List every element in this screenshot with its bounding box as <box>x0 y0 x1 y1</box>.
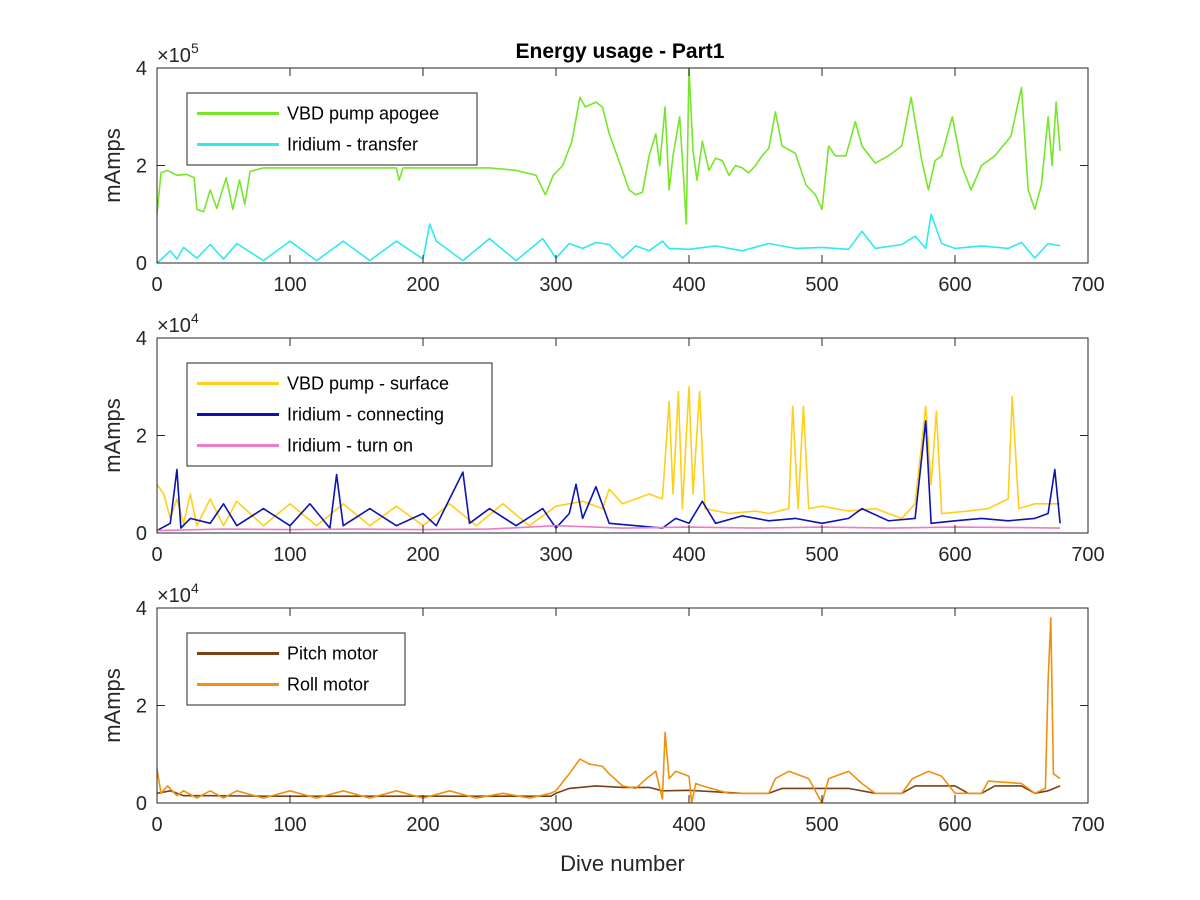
x-tick-label: 300 <box>539 274 572 296</box>
legend-entry: VBD pump - surface <box>287 374 449 394</box>
y-axis-label: mAmps <box>100 398 125 473</box>
x-tick-label: 500 <box>805 814 838 836</box>
y-tick-label: 4 <box>136 598 147 620</box>
x-tick-label: 400 <box>672 274 705 296</box>
x-tick-label: 500 <box>805 544 838 566</box>
x-tick-label: 100 <box>273 544 306 566</box>
x-tick-label: 200 <box>406 274 439 296</box>
x-tick-label: 200 <box>406 814 439 836</box>
y-tick-label: 2 <box>136 696 147 718</box>
x-tick-label: 300 <box>539 814 572 836</box>
y-exponent-power: 5 <box>191 40 199 56</box>
x-tick-label: 0 <box>151 814 162 836</box>
legend: VBD pump apogee Iridium - transfer <box>186 92 478 166</box>
x-axis-label: Dive number <box>560 851 685 876</box>
y-exponent-power: 4 <box>191 580 199 596</box>
series-line-3 <box>157 524 1061 532</box>
y-tick-label: 0 <box>136 523 147 545</box>
series-line-2 <box>157 617 1061 803</box>
y-exponent-power: 4 <box>191 310 199 326</box>
x-tick-label: 0 <box>151 544 162 566</box>
y-tick-label: 4 <box>136 328 147 350</box>
y-tick-label: 4 <box>136 58 147 80</box>
x-tick-label: 700 <box>1071 814 1104 836</box>
legend-entry: VBD pump apogee <box>287 104 439 124</box>
legend-entry: Pitch motor <box>287 644 378 664</box>
x-tick-label: 700 <box>1071 544 1104 566</box>
y-tick-label: 0 <box>136 253 147 275</box>
legend-entry: Roll motor <box>287 675 369 695</box>
y-axis-label: mAmps <box>100 668 125 743</box>
y-axis-label: mAmps <box>100 128 125 203</box>
series-line-2 <box>157 213 1061 263</box>
x-tick-label: 600 <box>938 544 971 566</box>
x-tick-label: 300 <box>539 544 572 566</box>
x-tick-label: 100 <box>273 274 306 296</box>
x-tick-label: 200 <box>406 544 439 566</box>
legend: Pitch motor Roll motor <box>186 632 406 706</box>
legend-entry: Iridium - turn on <box>287 436 413 456</box>
x-tick-label: 0 <box>151 274 162 296</box>
x-tick-label: 500 <box>805 274 838 296</box>
x-tick-label: 600 <box>938 274 971 296</box>
legend: VBD pump - surface Iridium - connecting Ir… <box>186 362 493 467</box>
y-tick-label: 0 <box>136 793 147 815</box>
y-tick-label: 2 <box>136 156 147 178</box>
legend-box <box>186 632 406 706</box>
x-tick-label: 100 <box>273 814 306 836</box>
x-tick-label: 400 <box>672 544 705 566</box>
series-line-1 <box>157 68 1061 225</box>
x-tick-label: 400 <box>672 814 705 836</box>
legend-box <box>186 92 478 166</box>
series-line-2 <box>157 420 1061 532</box>
chart-title: Energy usage - Part1 <box>516 40 725 63</box>
legend-entry: Iridium - connecting <box>287 405 444 425</box>
x-tick-label: 600 <box>938 814 971 836</box>
x-tick-label: 700 <box>1071 274 1104 296</box>
legend-entry: Iridium - transfer <box>287 135 418 155</box>
series-line-1 <box>157 386 1061 527</box>
y-tick-label: 2 <box>136 426 147 448</box>
